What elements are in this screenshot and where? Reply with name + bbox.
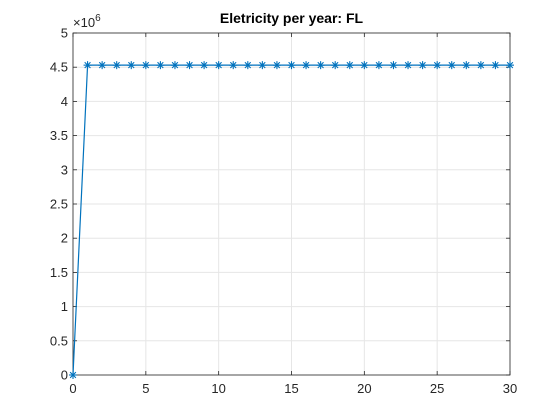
data-series <box>69 61 514 379</box>
data-point <box>272 61 281 70</box>
data-point <box>447 61 456 70</box>
data-point <box>506 61 514 70</box>
data-point <box>214 61 223 70</box>
data-point <box>491 61 500 70</box>
data-point <box>476 61 485 70</box>
x-tick-label: 0 <box>69 381 76 396</box>
data-point <box>331 61 340 70</box>
y-tick-label: 1 <box>61 299 68 314</box>
y-tick-label: 2 <box>61 231 68 246</box>
data-point <box>287 61 296 70</box>
data-point <box>462 61 471 70</box>
y-tick-label: 3 <box>61 162 68 177</box>
data-point <box>200 61 209 70</box>
data-point <box>141 61 150 70</box>
x-tick-label: 10 <box>211 381 225 396</box>
y-tick-label: 4.5 <box>50 60 68 75</box>
y-tick-label: 2.5 <box>50 197 68 212</box>
data-point <box>389 61 398 70</box>
data-point <box>156 61 165 70</box>
data-point <box>243 61 252 70</box>
data-point <box>360 61 369 70</box>
y-tick-label: 1.5 <box>50 265 68 280</box>
data-point <box>127 61 136 70</box>
y-tick-label: 0 <box>61 368 68 383</box>
data-point <box>98 61 107 70</box>
x-tick-label: 25 <box>430 381 444 396</box>
data-point <box>69 371 77 379</box>
data-point <box>258 61 267 70</box>
data-point <box>229 61 238 70</box>
data-point <box>418 61 427 70</box>
data-point <box>374 61 383 70</box>
y-axis-exponent-power: 6 <box>95 13 101 24</box>
x-tick-label: 5 <box>142 381 149 396</box>
data-point <box>170 61 179 70</box>
data-point <box>404 61 413 70</box>
chart-title: Eletricity per year: FL <box>220 10 364 26</box>
y-axis-exponent-base: ×10 <box>73 15 95 30</box>
x-tick-label: 15 <box>284 381 298 396</box>
x-tick-label: 30 <box>503 381 517 396</box>
y-tick-label: 5 <box>61 26 68 41</box>
data-point <box>433 61 442 70</box>
data-point <box>112 61 121 70</box>
data-point <box>316 61 325 70</box>
y-tick-label: 4 <box>61 94 68 109</box>
y-tick-label: 3.5 <box>50 128 68 143</box>
data-point <box>345 61 354 70</box>
axis-ticks: 0 5 10 15 20 25 30 0 0.5 1 1.5 2 2.5 3 3.5 4 4.5 5 <box>50 26 517 397</box>
data-point <box>185 61 194 70</box>
data-point <box>83 61 92 70</box>
y-axis-exponent: ×106 <box>73 13 101 30</box>
y-tick-label: 0.5 <box>50 333 68 348</box>
data-point <box>302 61 311 70</box>
x-tick-label: 20 <box>357 381 371 396</box>
